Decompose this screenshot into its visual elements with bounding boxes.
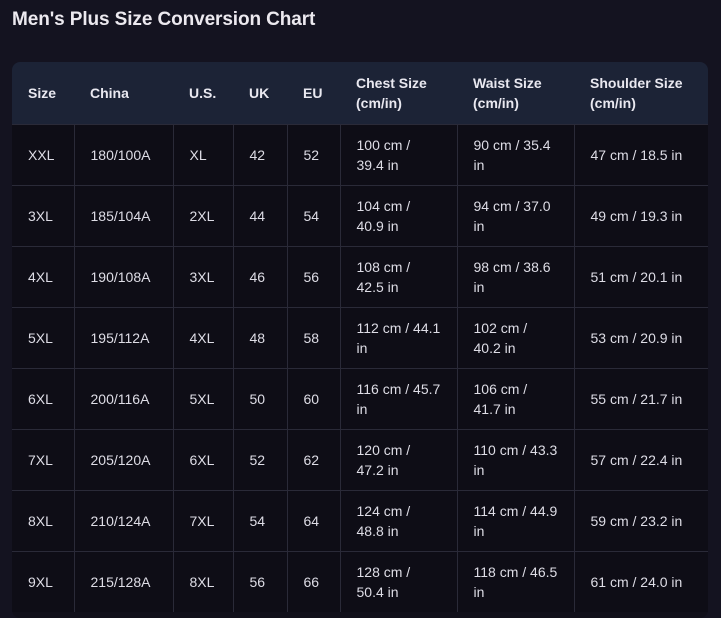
cell-shoulder: 53 cm / 20.9 in bbox=[573, 306, 708, 368]
cell-eu: 52 bbox=[286, 123, 340, 185]
cell-eu: 58 bbox=[286, 306, 340, 368]
cell-shoulder: 49 cm / 19.3 in bbox=[573, 184, 708, 246]
table-row: 8XL 210/124A 7XL 54 64 124 cm / 48.8 in … bbox=[12, 489, 708, 551]
cell-us: 3XL bbox=[172, 245, 233, 307]
cell-size: 9XL bbox=[12, 550, 74, 612]
cell-us: XL bbox=[172, 123, 233, 185]
table-row: 5XL 195/112A 4XL 48 58 112 cm / 44.1 in … bbox=[12, 306, 708, 368]
cell-uk: 56 bbox=[232, 550, 287, 612]
cell-shoulder: 51 cm / 20.1 in bbox=[573, 245, 708, 307]
cell-waist: 98 cm / 38.6 in bbox=[456, 245, 574, 307]
cell-us: 8XL bbox=[172, 550, 233, 612]
cell-chest: 112 cm / 44.1 in bbox=[339, 306, 457, 368]
cell-size: XXL bbox=[12, 123, 74, 185]
page-title: Men's Plus Size Conversion Chart bbox=[12, 9, 316, 30]
cell-shoulder: 61 cm / 24.0 in bbox=[573, 550, 708, 612]
cell-uk: 52 bbox=[232, 428, 287, 490]
cell-waist: 90 cm / 35.4 in bbox=[456, 123, 574, 185]
table-row: 7XL 205/120A 6XL 52 62 120 cm / 47.2 in … bbox=[12, 428, 708, 490]
cell-chest: 116 cm / 45.7 in bbox=[339, 367, 457, 429]
header-china: China bbox=[90, 84, 129, 101]
cell-waist: 118 cm / 46.5 in bbox=[456, 550, 574, 612]
cell-china: 190/108A bbox=[73, 245, 173, 307]
header-shoulder-size: Shoulder Size (cm/in) bbox=[590, 74, 683, 111]
cell-eu: 62 bbox=[286, 428, 340, 490]
cell-size: 5XL bbox=[12, 306, 74, 368]
cell-uk: 50 bbox=[232, 367, 287, 429]
cell-chest: 124 cm / 48.8 in bbox=[339, 489, 457, 551]
cell-shoulder: 47 cm / 18.5 in bbox=[573, 123, 708, 185]
cell-size: 8XL bbox=[12, 489, 74, 551]
cell-chest: 100 cm / 39.4 in bbox=[339, 123, 457, 185]
cell-chest: 108 cm / 42.5 in bbox=[339, 245, 457, 307]
cell-waist: 102 cm / 40.2 in bbox=[456, 306, 574, 368]
cell-china: 210/124A bbox=[73, 489, 173, 551]
size-conversion-table: Size China U.S. UK EU Chest Size (cm/in)… bbox=[12, 62, 708, 618]
cell-eu: 60 bbox=[286, 367, 340, 429]
table-row: 9XL 215/128A 8XL 56 66 128 cm / 50.4 in … bbox=[12, 550, 708, 612]
cell-uk: 42 bbox=[232, 123, 287, 185]
cell-uk: 54 bbox=[232, 489, 287, 551]
cell-us: 4XL bbox=[172, 306, 233, 368]
table-row: 4XL 190/108A 3XL 46 56 108 cm / 42.5 in … bbox=[12, 245, 708, 307]
cell-shoulder: 59 cm / 23.2 in bbox=[573, 489, 708, 551]
cell-uk: 44 bbox=[232, 184, 287, 246]
cell-china: 185/104A bbox=[73, 184, 173, 246]
header-uk: UK bbox=[249, 84, 270, 101]
cell-eu: 66 bbox=[286, 550, 340, 612]
cell-china: 200/116A bbox=[73, 367, 173, 429]
cell-shoulder: 55 cm / 21.7 in bbox=[573, 367, 708, 429]
cell-us: 6XL bbox=[172, 428, 233, 490]
cell-eu: 54 bbox=[286, 184, 340, 246]
header-waist-size: Waist Size (cm/in) bbox=[473, 74, 542, 111]
header-size: Size bbox=[28, 84, 57, 101]
cell-chest: 120 cm / 47.2 in bbox=[339, 428, 457, 490]
cell-shoulder: 57 cm / 22.4 in bbox=[573, 428, 708, 490]
cell-china: 180/100A bbox=[73, 123, 173, 185]
cell-china: 195/112A bbox=[73, 306, 173, 368]
table-row: XXL 180/100A XL 42 52 100 cm / 39.4 in 9… bbox=[12, 123, 708, 185]
cell-chest: 104 cm / 40.9 in bbox=[339, 184, 457, 246]
cell-uk: 46 bbox=[232, 245, 287, 307]
header-chest-size: Chest Size (cm/in) bbox=[356, 74, 427, 111]
cell-us: 5XL bbox=[172, 367, 233, 429]
cell-eu: 56 bbox=[286, 245, 340, 307]
cell-uk: 48 bbox=[232, 306, 287, 368]
cell-us: 2XL bbox=[172, 184, 233, 246]
cell-waist: 94 cm / 37.0 in bbox=[456, 184, 574, 246]
cell-waist: 114 cm / 44.9 in bbox=[456, 489, 574, 551]
header-us: U.S. bbox=[189, 84, 217, 101]
table-row: 3XL 185/104A 2XL 44 54 104 cm / 40.9 in … bbox=[12, 184, 708, 246]
table-row: 6XL 200/116A 5XL 50 60 116 cm / 45.7 in … bbox=[12, 367, 708, 429]
cell-china: 205/120A bbox=[73, 428, 173, 490]
cell-us: 7XL bbox=[172, 489, 233, 551]
cell-waist: 106 cm / 41.7 in bbox=[456, 367, 574, 429]
cell-size: 7XL bbox=[12, 428, 74, 490]
cell-size: 4XL bbox=[12, 245, 74, 307]
header-eu: EU bbox=[303, 84, 323, 101]
cell-china: 215/128A bbox=[73, 550, 173, 612]
cell-waist: 110 cm / 43.3 in bbox=[456, 428, 574, 490]
table-header-row: Size China U.S. UK EU Chest Size (cm/in)… bbox=[12, 62, 708, 124]
cell-size: 3XL bbox=[12, 184, 74, 246]
cell-size: 6XL bbox=[12, 367, 74, 429]
cell-eu: 64 bbox=[286, 489, 340, 551]
cell-chest: 128 cm / 50.4 in bbox=[339, 550, 457, 612]
